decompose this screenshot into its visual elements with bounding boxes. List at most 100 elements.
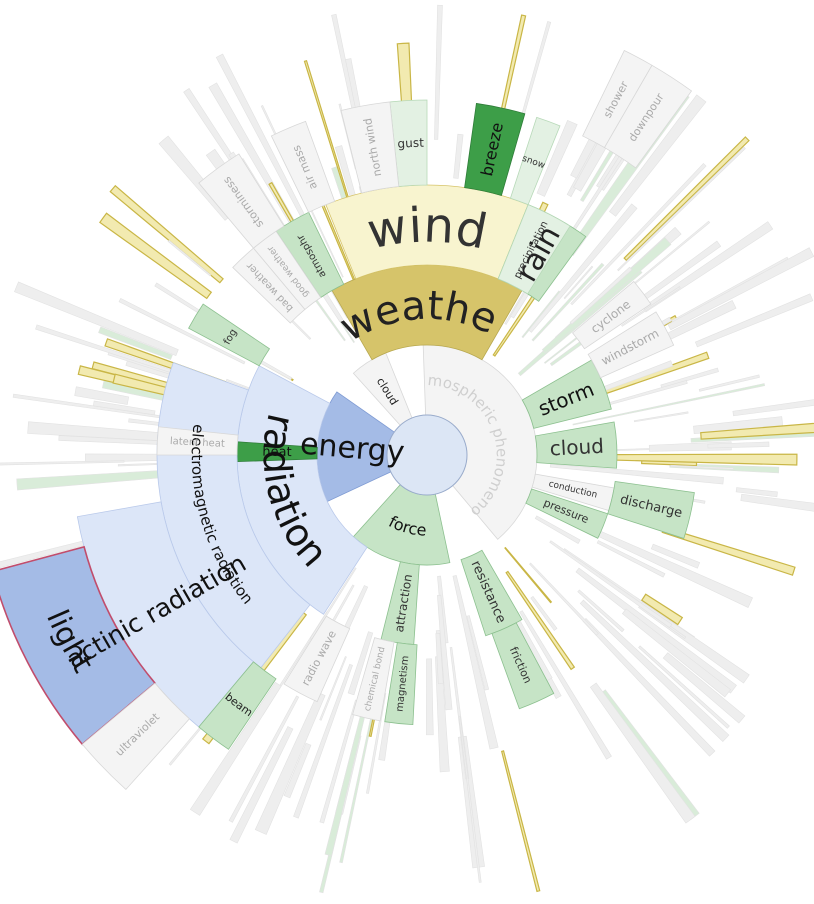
segment-cloud[interactable] — [534, 421, 618, 469]
background-ray — [534, 515, 581, 544]
center-circle[interactable] — [386, 414, 468, 496]
background-ray — [740, 493, 814, 512]
background-ray — [437, 594, 453, 711]
background-ray — [694, 293, 814, 348]
background-ray — [466, 615, 490, 691]
segment-chemical-bond[interactable] — [352, 637, 395, 722]
segment-cyclone[interactable] — [571, 280, 652, 350]
segment-downpour[interactable] — [603, 64, 693, 169]
background-ray — [74, 386, 130, 405]
background-ray — [735, 487, 778, 498]
segment-snow[interactable] — [509, 116, 561, 206]
label-wind: wind — [363, 197, 492, 260]
segment-ultraviolet[interactable] — [81, 682, 191, 790]
background-ray — [670, 464, 734, 470]
label-gust: gust — [397, 136, 424, 151]
background-ray — [570, 163, 707, 306]
label-cloud: cloud — [549, 434, 604, 461]
background-ray — [572, 383, 766, 426]
background-ray — [575, 567, 737, 694]
background-ray — [529, 562, 599, 636]
background-ray — [623, 136, 750, 262]
segment-magnetism[interactable] — [384, 642, 418, 726]
background-ray — [536, 119, 578, 197]
background-ray — [167, 239, 212, 277]
background-ray — [563, 265, 594, 300]
background-ray — [531, 262, 605, 342]
segment-bad-weather[interactable] — [232, 247, 306, 324]
segment-latent-heat[interactable] — [156, 426, 239, 456]
background-ray — [700, 422, 814, 440]
background-ray — [698, 374, 760, 392]
background-ray — [519, 610, 612, 760]
background-ray — [667, 247, 814, 331]
segment-stormy[interactable] — [198, 153, 285, 249]
segment-radio-wave[interactable] — [283, 615, 351, 703]
background-ray — [693, 416, 784, 434]
background-ray — [347, 631, 374, 696]
segment-windstorm[interactable] — [587, 311, 675, 379]
background-ray — [633, 411, 689, 423]
segment-air-mass[interactable] — [270, 120, 336, 213]
background-ray — [319, 656, 347, 721]
background-ray — [640, 593, 684, 626]
background-ray — [434, 4, 443, 140]
sunburst-segments — [0, 50, 695, 790]
segment-discharge[interactable] — [607, 480, 695, 539]
segment-pressure[interactable] — [525, 488, 609, 539]
background-ray — [579, 599, 730, 742]
background-ray — [621, 286, 681, 327]
segment-fog[interactable] — [188, 303, 271, 367]
background-ray — [437, 575, 449, 644]
background-ray — [707, 441, 770, 449]
segment-light[interactable] — [0, 545, 157, 746]
background-ray — [577, 589, 625, 633]
background-ray — [549, 464, 724, 485]
background-ray — [309, 567, 357, 640]
background-ray — [98, 326, 173, 360]
background-ray — [457, 735, 485, 869]
background-ray — [541, 237, 672, 354]
background-ray — [608, 453, 798, 466]
background-ray — [621, 608, 731, 698]
background-ray — [608, 94, 707, 217]
segment-friction[interactable] — [491, 622, 555, 710]
background-ray — [458, 716, 482, 883]
background-ray — [569, 266, 633, 325]
background-ray — [549, 540, 673, 629]
segment-north-wind[interactable] — [340, 101, 400, 194]
background-ray — [283, 742, 312, 799]
background-ray — [528, 203, 638, 333]
background-ray — [228, 695, 300, 823]
background-ray — [93, 400, 156, 416]
background-ray — [530, 596, 558, 631]
background-ray — [617, 146, 746, 272]
segment-beam[interactable] — [198, 661, 277, 750]
background-ray — [426, 658, 434, 736]
background-ray — [453, 133, 464, 179]
background-ray — [650, 543, 701, 569]
background-ray — [109, 184, 224, 284]
background-ray — [589, 682, 696, 824]
background-ray — [293, 663, 353, 819]
background-ray — [118, 297, 246, 365]
background-ray — [449, 646, 470, 780]
background-ray — [435, 632, 444, 685]
label-latent-heat: latent heat — [170, 436, 226, 450]
background-ray — [732, 399, 814, 417]
background-ray — [215, 53, 305, 217]
segment-precipitation[interactable] — [497, 204, 571, 295]
background-ray — [505, 570, 576, 671]
background-ray — [662, 652, 746, 724]
segment-gust[interactable] — [389, 99, 428, 187]
background-ray — [521, 290, 561, 339]
background-ray — [0, 460, 125, 466]
segment-atmosphere[interactable] — [275, 211, 345, 299]
background-ray — [189, 681, 282, 816]
background-ray — [596, 540, 666, 578]
label-heat: heat — [262, 445, 292, 461]
background-ray — [452, 575, 499, 750]
segment-breeze[interactable] — [464, 103, 526, 196]
background-ray — [229, 726, 294, 844]
